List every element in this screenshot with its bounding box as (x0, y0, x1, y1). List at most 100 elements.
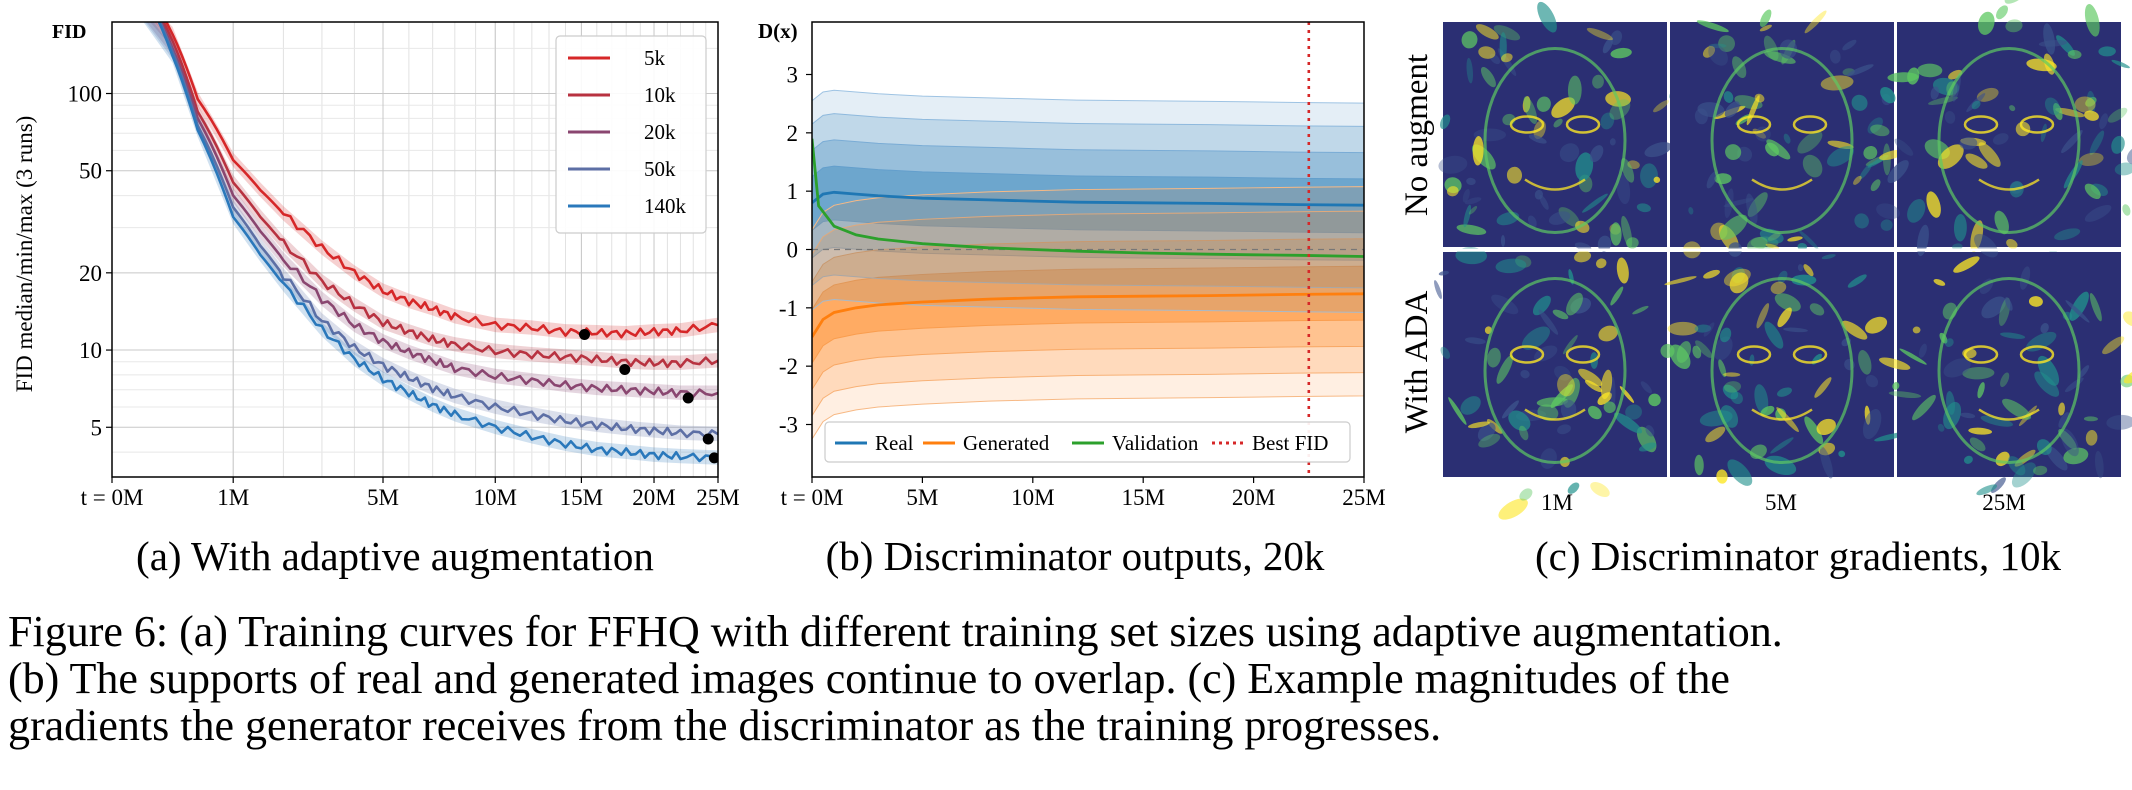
y-tick-label: 2 (787, 121, 799, 146)
tile-texture (1756, 303, 1770, 329)
tile-texture (1557, 424, 1571, 435)
chart-a-ytitle: FID (52, 21, 86, 43)
legend-label-best-fid: Best FID (1252, 431, 1328, 455)
series-line-real (812, 190, 1364, 207)
face-outline (1710, 277, 1854, 464)
panel-c-caption: (c) Discriminator gradients, 10k (1535, 533, 2062, 579)
tile-texture (1567, 482, 1580, 494)
panel-b: t = 0M 5M 10M 15M 20M 25M 3 2 1 0 -1 -2 -3 D(x) Real… (758, 19, 1386, 579)
tile-texture (1434, 280, 1442, 299)
tile-texture (2078, 365, 2090, 379)
tile-texture (2005, 297, 2013, 311)
tile-texture (2034, 371, 2060, 397)
tile-texture (2040, 323, 2049, 334)
tile-texture (1664, 276, 1697, 286)
tile-texture (1548, 211, 1571, 225)
tile-texture (1928, 96, 1958, 105)
series-line-20k (159, 22, 718, 399)
tile-texture (1475, 24, 1499, 40)
tile-texture (1553, 118, 1563, 128)
legend-label-5k: 5k (644, 46, 666, 70)
y-tick-label: 3 (787, 63, 799, 88)
panel-c: No augment With ADA 1M 5M 25M (c) Discri… (1399, 0, 2132, 579)
tile-texture (1610, 286, 1624, 306)
tile-texture (1764, 51, 1796, 64)
tile-texture (1960, 412, 1976, 419)
face-eye-right (1792, 115, 1828, 134)
tile-texture (1870, 124, 1890, 137)
tile-texture (1702, 45, 1716, 58)
legend-label-10k: 10k (644, 83, 676, 107)
tile-texture (1567, 75, 1582, 105)
tile-texture (1552, 309, 1569, 320)
x-tick-label: 20M (1232, 485, 1275, 510)
tile-texture (1653, 99, 1669, 113)
tile-texture (1977, 382, 1985, 399)
tile-texture (1970, 220, 1984, 253)
tile-texture (1653, 176, 1661, 183)
x-tick-label: 1M (217, 485, 249, 510)
tile-texture (1770, 437, 1794, 454)
tile-texture (1746, 193, 1758, 225)
tile-texture (1953, 213, 1967, 242)
tile-texture (1933, 278, 1946, 286)
tile-texture (1937, 423, 1945, 432)
face-mouth (1524, 408, 1586, 421)
tile-texture (2058, 412, 2070, 428)
tile-texture (1467, 421, 1490, 429)
chart-b-legend: Real Generated Validation Best FID (824, 421, 1351, 463)
tile-texture (1669, 344, 1691, 370)
tile-texture (1971, 100, 1981, 110)
row-label-no-augment: No augment (1399, 54, 1435, 216)
tile-texture (1804, 416, 1824, 444)
y-tick-label: 1 (787, 179, 799, 204)
face-eye-left (1509, 345, 1545, 364)
x-tick-label: 5M (906, 485, 938, 510)
tile-texture (2085, 429, 2098, 446)
tile-texture (1765, 142, 1779, 157)
face-outline (1710, 47, 1854, 234)
tile-background (1897, 252, 2121, 477)
tile-texture (1640, 163, 1658, 189)
tile-texture (1610, 30, 1623, 46)
face-mouth (1524, 178, 1586, 191)
tile-texture (1777, 387, 1793, 397)
tile-texture (1876, 203, 1900, 220)
x-tick-label: 5M (367, 485, 399, 510)
tile-texture (1880, 219, 1893, 231)
tile-texture (2086, 90, 2096, 114)
legend-label-140k: 140k (644, 194, 687, 218)
tile-texture (2005, 19, 2023, 33)
gradient-image-grid (1434, 0, 2132, 520)
col-label-1m: 1M (1541, 490, 1573, 515)
y-tick-label: -2 (779, 354, 798, 379)
tile-texture (2084, 4, 2100, 37)
tile-texture (2065, 300, 2090, 323)
tile-texture (1723, 381, 1742, 393)
tile-texture (1464, 337, 1486, 345)
tile-texture (1802, 154, 1823, 178)
tile-texture (1829, 49, 1841, 64)
tile-texture (1821, 254, 1836, 260)
generated-band-0 (812, 265, 1364, 365)
tile-texture (1719, 327, 1732, 343)
tile-texture (2102, 336, 2125, 355)
tile-texture (1842, 39, 1857, 51)
tile-texture (1894, 138, 1914, 156)
y-tick-label: -1 (779, 296, 798, 321)
series-line-5k (164, 22, 718, 339)
x-tick-label: 15M (1121, 485, 1164, 510)
tile-texture (1695, 340, 1713, 358)
face-eye-left (1509, 115, 1545, 134)
tile-texture (1867, 117, 1883, 134)
tile-texture (1519, 425, 1529, 441)
tile-texture (1473, 128, 1507, 142)
tile-texture (1466, 177, 1476, 185)
tile-texture (2098, 46, 2116, 57)
tile-background (1443, 252, 1667, 477)
tile-texture (1521, 326, 1550, 350)
tile-texture (1879, 357, 1911, 370)
tile-texture (1725, 144, 1742, 161)
best-fid-marker-140k (708, 452, 718, 464)
tile-texture (1575, 152, 1594, 181)
